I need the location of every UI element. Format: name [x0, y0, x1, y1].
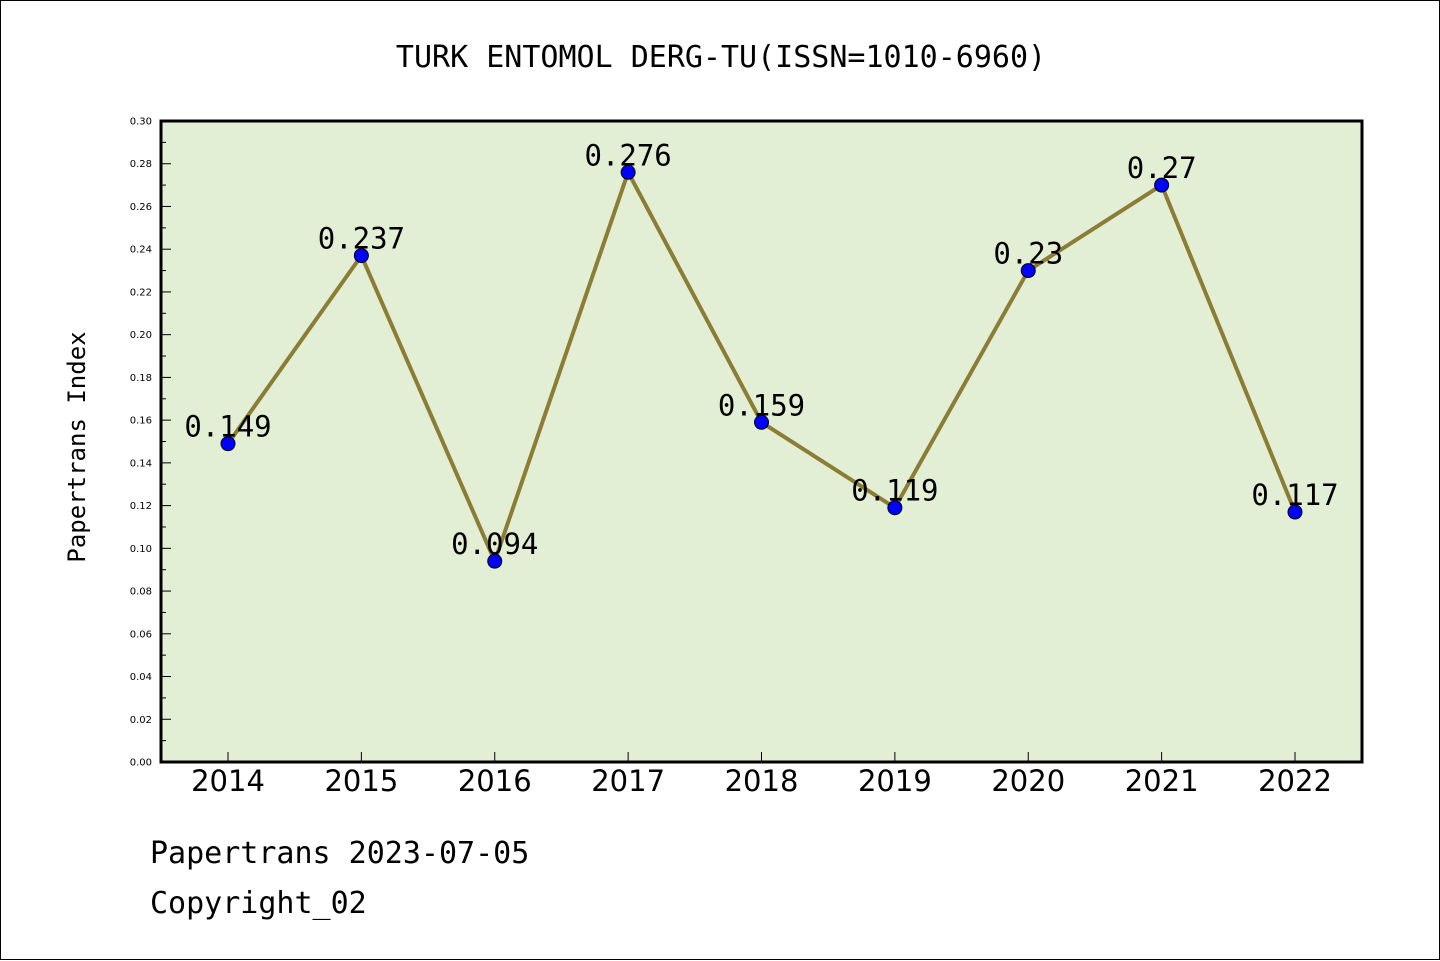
x-tick-label: 2021	[1125, 764, 1199, 798]
y-tick-label: 0.10	[130, 544, 152, 555]
data-point-marker	[1020, 263, 1036, 279]
data-point-marker	[887, 500, 903, 516]
footer-copyright: Copyright_02	[150, 886, 367, 921]
data-label: 0.237	[318, 222, 405, 256]
data-point-marker	[1154, 177, 1170, 193]
x-tick-label: 2016	[458, 764, 532, 798]
x-tick-label: 2022	[1258, 764, 1332, 798]
y-tick-label: 0.12	[130, 501, 152, 512]
data-point-marker	[754, 414, 769, 430]
data-point-marker	[487, 553, 503, 569]
data-point-marker	[220, 436, 236, 452]
y-tick-label: 0.26	[130, 202, 152, 213]
y-axis: 0.00 0.02 0.04 0.06 0.08 0.10 0.12 0.14 0.16 0.18…	[130, 117, 171, 769]
y-tick-label: 0.22	[130, 287, 152, 298]
y-tick-label: 0.30	[130, 117, 152, 128]
plot-area	[159, 119, 1364, 764]
x-axis: 2014 2015 2016 2017 2018 2019 2020 2021 2022	[191, 752, 1332, 798]
data-labels-group: 0.149 0.237 0.094 0.276 0.159 0.119 0.23 0.27 0.…	[184, 138, 1338, 561]
data-label: 0.23	[993, 237, 1063, 271]
footer-date: Papertrans 2023-07-05	[150, 836, 530, 871]
data-point-marker	[1287, 504, 1303, 520]
data-point-marker	[353, 248, 369, 264]
y-tick-label: 0.20	[130, 330, 152, 341]
y-tick-label: 0.16	[130, 416, 152, 427]
y-tick-label: 0.14	[130, 458, 152, 469]
y-tick-label: 0.04	[130, 672, 152, 683]
x-tick-label: 2015	[324, 764, 398, 798]
x-tick-label: 2019	[858, 764, 932, 798]
series-markers-group	[220, 164, 1303, 569]
y-tick-label: 0.06	[130, 629, 152, 640]
data-label: 0.094	[451, 527, 538, 561]
data-label: 0.276	[584, 138, 671, 172]
x-tick-label: 2020	[991, 764, 1065, 798]
y-tick-label: 0.08	[130, 587, 152, 598]
data-label: 0.119	[851, 474, 938, 508]
data-label: 0.149	[184, 410, 271, 444]
x-tick-label: 2017	[591, 764, 665, 798]
x-tick-label: 2014	[191, 764, 265, 798]
chart-title: TURK ENTOMOL DERG-TU(ISSN=1010-6960)	[396, 40, 1046, 75]
data-label: 0.117	[1251, 478, 1338, 512]
y-tick-label: 0.00	[130, 758, 152, 769]
y-axis-label: Papertrans Index	[63, 331, 91, 562]
y-tick-label: 0.24	[130, 245, 152, 256]
data-point-marker	[620, 164, 636, 180]
y-tick-label: 0.28	[130, 159, 152, 170]
data-label: 0.159	[718, 388, 805, 422]
y-tick-label: 0.02	[130, 715, 152, 726]
data-label: 0.27	[1127, 151, 1197, 185]
x-tick-label: 2018	[725, 764, 799, 798]
y-tick-label: 0.18	[130, 373, 152, 384]
